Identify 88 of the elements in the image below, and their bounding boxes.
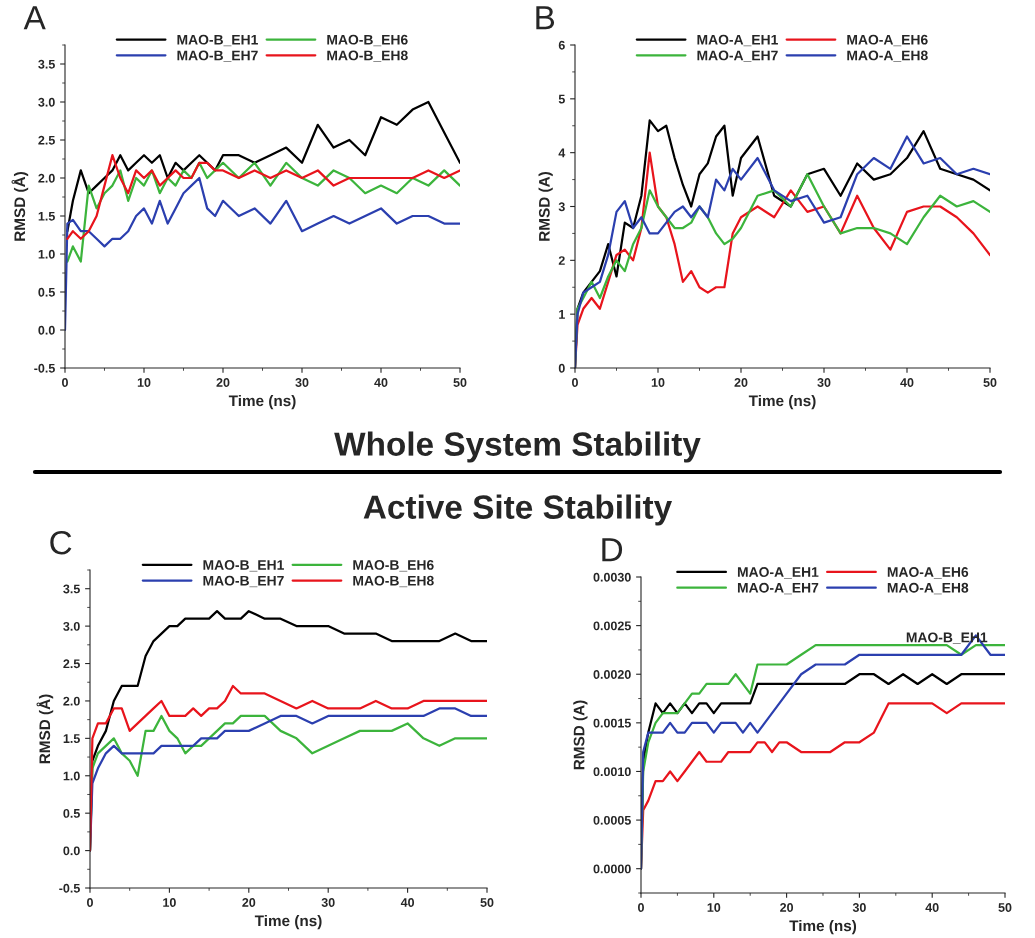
chart-title: B [536, 6, 555, 30]
x-tick-label: 30 [852, 903, 866, 912]
x-tick-label: 20 [780, 903, 794, 912]
x-tick-label: 50 [983, 378, 997, 387]
legend-label: MAO-B_EH8 [327, 50, 408, 62]
legend-label: MAO-A_EH6 [887, 567, 969, 579]
legend-label: MAO-A_EH8 [887, 582, 969, 595]
x-tick-label: 20 [242, 898, 256, 907]
y-tick-label: 2.0 [38, 173, 55, 183]
x-axis-title: Time (ns) [748, 394, 816, 410]
x-tick-label: 50 [453, 378, 467, 387]
y-tick-label: 1.0 [38, 249, 55, 259]
text: Active Site Stability [363, 494, 673, 526]
x-axis-title: Time (ns) [228, 394, 296, 410]
y-tick-label: 0.0025 [593, 621, 631, 631]
legend-label: MAO-B_EH7 [177, 50, 258, 62]
y-tick-label: 1.5 [63, 734, 80, 744]
x-tick-label: 20 [216, 378, 230, 387]
y-axis-title: RMSD (A) [538, 172, 553, 241]
x-tick-label: 10 [707, 903, 721, 912]
y-tick-label: 0.0020 [593, 670, 631, 679]
y-tick-label: 0.0015 [593, 718, 631, 728]
x-axis-title: Time (ns) [789, 919, 857, 935]
y-tick-label: 2.5 [63, 659, 80, 669]
x-tick-label: 30 [321, 898, 335, 907]
x-tick-label: 40 [400, 898, 415, 907]
x-tick-label: 40 [900, 378, 914, 387]
legend-label: MAO-B_EH1 [177, 34, 258, 47]
y-tick-label: 0.0000 [593, 864, 631, 874]
x-tick-label: 50 [480, 898, 494, 907]
x-tick-label: 0 [87, 898, 93, 907]
y-tick-label: 3.5 [38, 59, 55, 69]
y-tick-label: 3.0 [38, 97, 55, 107]
y-tick-label: 2.0 [63, 696, 80, 706]
y-tick-label: 0.0010 [593, 767, 631, 777]
legend-label: MAO-B_EH7 [203, 575, 284, 588]
legend-label: MAO-A_EH6 [847, 34, 928, 47]
x-tick-label: 10 [137, 378, 151, 387]
y-tick-label: 3.0 [63, 621, 80, 631]
line-series [66, 100, 460, 233]
y-tick-label: 1.5 [38, 211, 55, 221]
legend-label: MAO-B_EH1 [203, 560, 284, 572]
y-tick-label: -0.5 [59, 883, 80, 893]
legend-label: MAO-A_EH7 [737, 582, 819, 595]
y-tick-label: 1 [559, 310, 565, 319]
y-tick-label: 2 [558, 256, 565, 265]
y-tick-label: 1.0 [63, 771, 80, 781]
chart-title: D [602, 538, 623, 562]
y-tick-label: 0.0005 [593, 815, 631, 825]
x-tick-label: 20 [734, 378, 748, 387]
y-tick-label: 0.0 [63, 846, 80, 856]
x-tick-label: 30 [295, 378, 309, 387]
x-tick-label: 10 [163, 898, 176, 907]
y-axis-title: RMSD (Å) [11, 172, 29, 241]
x-tick-label: 10 [651, 378, 665, 387]
y-tick-label: 2.5 [38, 135, 55, 145]
y-tick-label: 6 [558, 40, 565, 50]
x-tick-label: 0 [572, 378, 578, 387]
legend-label: MAO-A_EH8 [847, 50, 928, 62]
y-tick-label: 3.5 [63, 584, 80, 594]
line-series [66, 161, 460, 263]
y-tick-label: 0.0 [38, 325, 55, 335]
legend-label: MAO-B_EH6 [327, 34, 408, 47]
legend-label: MAO-A_EH1 [697, 34, 778, 47]
legend-label: MAO-A_EH1 [737, 567, 819, 579]
y-axis-title: RMSD (A) [573, 700, 588, 770]
x-tick-label: 0 [638, 903, 644, 912]
x-tick-label: 30 [817, 378, 831, 387]
legend-label: MAO-A_EH7 [697, 50, 778, 62]
x-tick-label: 40 [374, 378, 388, 387]
x-tick-label: 40 [925, 903, 939, 912]
y-tick-label: 0.5 [38, 287, 55, 297]
legend-label: MAO-B_EH6 [353, 560, 434, 572]
x-tick-label: 50 [998, 903, 1012, 912]
y-axis-title: RMSD (Å) [36, 694, 54, 764]
y-tick-label: 5 [558, 94, 565, 104]
chart-title: C [50, 530, 72, 555]
x-axis-title: Time (ns) [254, 914, 322, 930]
text: Whole System Stability [334, 431, 701, 463]
y-tick-label: 4 [558, 148, 566, 158]
line-series [66, 154, 460, 240]
legend-label: MAO-B_EH8 [353, 575, 434, 588]
y-tick-label: -0.5 [34, 363, 55, 373]
y-tick-label: 0.0030 [593, 572, 631, 582]
chart-title: A [23, 6, 46, 30]
y-tick-label: 0.5 [63, 808, 80, 818]
y-tick-label: 3 [558, 202, 565, 212]
y-tick-label: 0 [558, 363, 565, 373]
